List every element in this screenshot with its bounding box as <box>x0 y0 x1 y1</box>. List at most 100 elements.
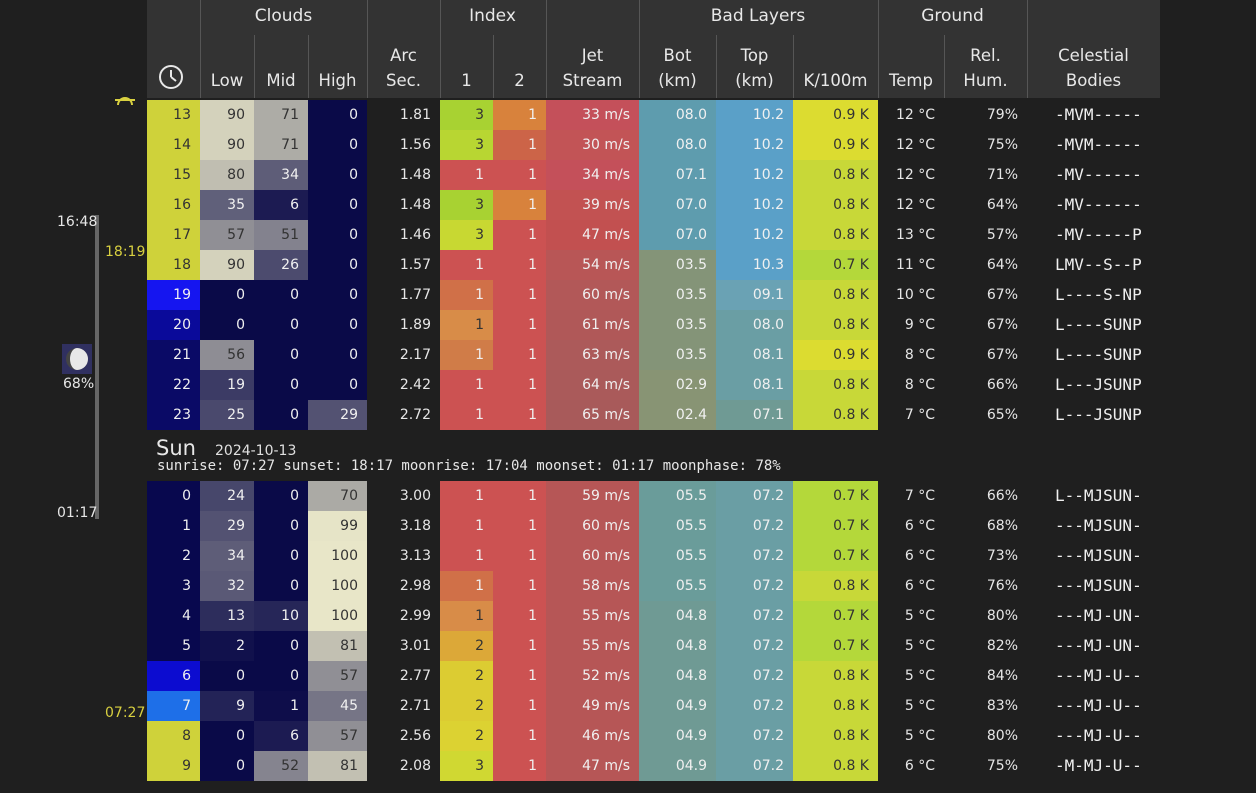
header-col-6: Jet Stream <box>562 46 623 90</box>
header-group-1: Index <box>469 6 516 26</box>
cell-k: 0.8 K <box>793 190 878 220</box>
cell-mid: 10 <box>254 601 308 631</box>
cell-k: 0.8 K <box>793 160 878 190</box>
cell-i2: 1 <box>493 691 546 721</box>
cell-i2: 1 <box>493 571 546 601</box>
cell-high: 0 <box>308 250 367 280</box>
cell-jet: 55 m/s <box>546 631 639 661</box>
cell-jet: 60 m/s <box>546 511 639 541</box>
cell-mid: 51 <box>254 220 308 250</box>
cell-h: 14 <box>147 130 200 160</box>
cell-temp: 8 °C <box>904 347 935 363</box>
cell-rh: 66% <box>986 377 1018 393</box>
header-divider <box>1027 0 1028 98</box>
header-divider <box>493 35 494 98</box>
cell-high: 57 <box>308 661 367 691</box>
cell-mid: 0 <box>254 481 308 511</box>
cell-temp: 5 °C <box>904 638 935 654</box>
table-row: 14 90 71 0 1.56 3 1 30 m/s 08.0 10.2 0.9 K 12 °C 75%… <box>147 130 1160 160</box>
cell-mid: 0 <box>254 541 308 571</box>
cell-jet: 63 m/s <box>546 340 639 370</box>
header-col-7: Bot (km) <box>658 46 697 90</box>
cell-rh: 82% <box>986 638 1018 654</box>
cell-arc: 3.00 <box>399 488 431 504</box>
cell-i1: 1 <box>440 280 493 310</box>
cell-high: 0 <box>308 160 367 190</box>
table-header: Clouds Index Bad Layers Ground Low Mid High Ar… <box>147 0 1160 98</box>
cell-i2: 1 <box>493 130 546 160</box>
cell-arc: 2.42 <box>399 377 431 393</box>
header-divider <box>716 35 717 98</box>
day-date: 2024-10-13 <box>215 443 297 459</box>
cell-bot: 07.0 <box>639 190 716 220</box>
cell-rh: 75% <box>986 758 1018 774</box>
cell-rh: 65% <box>986 407 1018 423</box>
cell-i1: 1 <box>440 370 493 400</box>
cell-rh: 57% <box>986 227 1018 243</box>
cell-h: 13 <box>147 100 200 130</box>
cell-rh: 80% <box>986 728 1018 744</box>
cell-high: 100 <box>308 541 367 571</box>
cell-i1: 3 <box>440 190 493 220</box>
cell-mid: 71 <box>254 130 308 160</box>
cell-i2: 1 <box>493 160 546 190</box>
cell-cel: L---JSUNP <box>1055 405 1142 424</box>
cell-k: 0.7 K <box>793 481 878 511</box>
cell-low: 0 <box>200 310 254 340</box>
cell-low: 9 <box>200 691 254 721</box>
cell-k: 0.8 K <box>793 721 878 751</box>
header-divider <box>254 35 255 98</box>
cell-rh: 66% <box>986 488 1018 504</box>
header-divider <box>639 0 640 98</box>
cell-mid: 34 <box>254 160 308 190</box>
cell-bot: 02.9 <box>639 370 716 400</box>
cell-cel: ---MJ-UN- <box>1055 636 1142 655</box>
cell-k: 0.8 K <box>793 310 878 340</box>
header-col-2: High <box>318 71 357 90</box>
cell-bot: 07.0 <box>639 220 716 250</box>
cell-cel: -MV-----P <box>1055 225 1142 244</box>
cell-mid: 71 <box>254 100 308 130</box>
cell-cel: ---MJSUN- <box>1055 546 1142 565</box>
cell-arc: 1.77 <box>399 287 431 303</box>
cell-cel: LMV--S--P <box>1055 255 1142 274</box>
cell-h: 1 <box>147 511 200 541</box>
sunset-time: 18:19 <box>105 244 146 260</box>
cell-arc: 2.98 <box>399 578 431 594</box>
cell-top: 07.2 <box>716 511 793 541</box>
sunset-icon <box>115 97 135 106</box>
cell-cel: ---MJ-U-- <box>1055 666 1142 685</box>
cell-i2: 1 <box>493 310 546 340</box>
cell-mid: 0 <box>254 370 308 400</box>
cell-h: 19 <box>147 280 200 310</box>
cell-temp: 5 °C <box>904 698 935 714</box>
cell-h: 21 <box>147 340 200 370</box>
cell-h: 16 <box>147 190 200 220</box>
cell-k: 0.7 K <box>793 511 878 541</box>
cell-jet: 49 m/s <box>546 691 639 721</box>
header-divider <box>200 0 201 98</box>
cell-jet: 65 m/s <box>546 400 639 430</box>
cell-k: 0.8 K <box>793 691 878 721</box>
cell-low: 90 <box>200 250 254 280</box>
header-col-0: Low <box>210 71 244 90</box>
table-row: 17 57 51 0 1.46 3 1 47 m/s 07.0 10.2 0.8 K 13 °C 57%… <box>147 220 1160 250</box>
moon-phase-icon <box>62 344 92 374</box>
cell-k: 0.7 K <box>793 601 878 631</box>
cell-high: 0 <box>308 220 367 250</box>
cell-high: 0 <box>308 190 367 220</box>
cell-high: 100 <box>308 571 367 601</box>
cell-k: 0.8 K <box>793 280 878 310</box>
cell-mid: 1 <box>254 691 308 721</box>
cell-top: 07.2 <box>716 601 793 631</box>
cell-low: 80 <box>200 160 254 190</box>
cell-h: 2 <box>147 541 200 571</box>
header-col-12: Celestial Bodies <box>1058 46 1129 90</box>
cell-temp: 6 °C <box>904 578 935 594</box>
cell-high: 0 <box>308 370 367 400</box>
header-col-8: Top (km) <box>735 46 774 90</box>
cell-arc: 2.71 <box>399 698 431 714</box>
